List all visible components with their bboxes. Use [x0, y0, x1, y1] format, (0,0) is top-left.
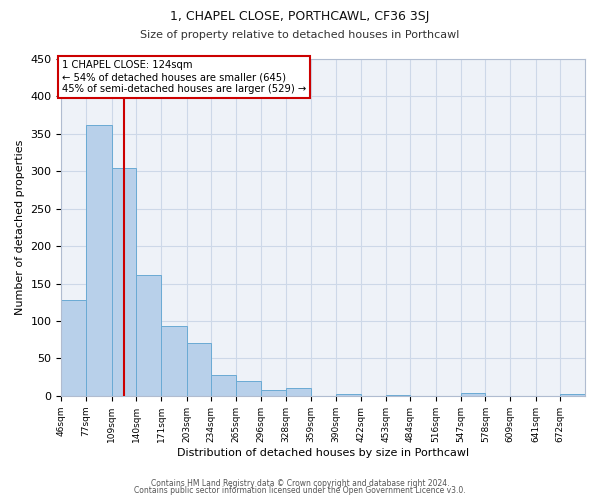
- Text: Size of property relative to detached houses in Porthcawl: Size of property relative to detached ho…: [140, 30, 460, 40]
- Bar: [335, 394, 361, 396]
- Bar: [236, 381, 260, 396]
- Bar: [560, 394, 585, 396]
- Bar: [286, 388, 311, 396]
- Text: 1, CHAPEL CLOSE, PORTHCAWL, CF36 3SJ: 1, CHAPEL CLOSE, PORTHCAWL, CF36 3SJ: [170, 10, 430, 23]
- Bar: [136, 274, 161, 396]
- Bar: [461, 393, 485, 396]
- Bar: [187, 344, 211, 396]
- Text: 1 CHAPEL CLOSE: 124sqm
← 54% of detached houses are smaller (645)
45% of semi-de: 1 CHAPEL CLOSE: 124sqm ← 54% of detached…: [62, 60, 307, 94]
- Text: Contains public sector information licensed under the Open Government Licence v3: Contains public sector information licen…: [134, 486, 466, 495]
- Y-axis label: Number of detached properties: Number of detached properties: [15, 140, 25, 315]
- Bar: [260, 390, 286, 396]
- Bar: [386, 395, 410, 396]
- Bar: [161, 326, 187, 396]
- Bar: [86, 125, 112, 396]
- Bar: [61, 300, 86, 396]
- Text: Contains HM Land Registry data © Crown copyright and database right 2024.: Contains HM Land Registry data © Crown c…: [151, 478, 449, 488]
- X-axis label: Distribution of detached houses by size in Porthcawl: Distribution of detached houses by size …: [177, 448, 469, 458]
- Bar: [112, 168, 136, 396]
- Bar: [211, 375, 236, 396]
